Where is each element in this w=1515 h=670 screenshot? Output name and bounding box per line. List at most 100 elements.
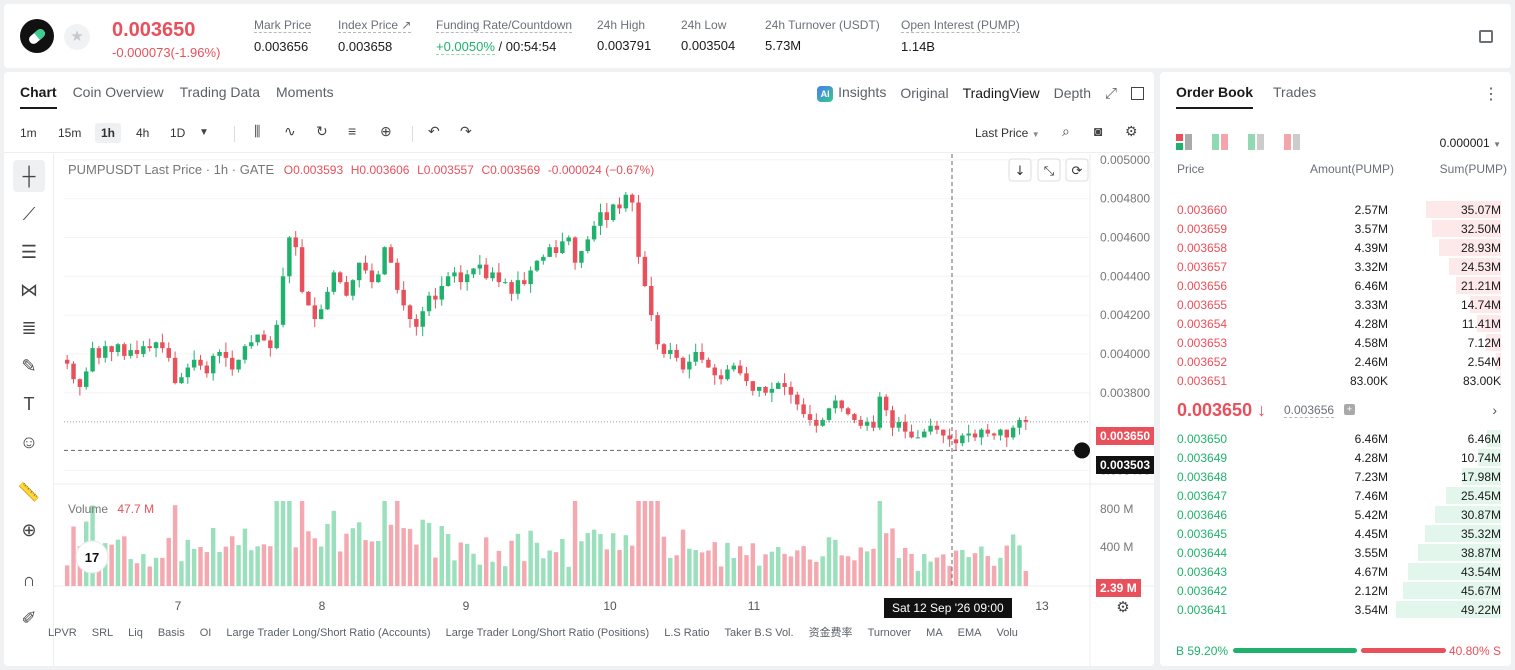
favorite-star-icon[interactable]: ★ bbox=[64, 24, 90, 50]
tab-chart[interactable]: Chart bbox=[20, 84, 57, 109]
indicator-item[interactable]: Liq bbox=[128, 627, 143, 639]
indicator-item[interactable]: SRL bbox=[91, 627, 114, 639]
indicator-item[interactable]: OI bbox=[199, 627, 212, 639]
row-price: 0.003646 bbox=[1177, 508, 1228, 522]
add-indicator-icon[interactable]: ⊕ bbox=[380, 123, 392, 139]
window-icon[interactable] bbox=[1131, 86, 1144, 100]
candle-body bbox=[623, 194, 629, 209]
bid-row[interactable]: 0.003645 4.45M 35.32M bbox=[1160, 524, 1511, 543]
templates-icon[interactable]: ≡ bbox=[348, 123, 357, 139]
indicator-item[interactable]: Large Trader Long/Short Ratio (Accounts) bbox=[226, 627, 431, 639]
bid-row[interactable]: 0.003642 2.12M 45.67M bbox=[1160, 581, 1511, 600]
tab-trades[interactable]: Trades bbox=[1273, 84, 1317, 100]
chevron-right-icon[interactable]: › bbox=[1492, 402, 1497, 418]
bid-row[interactable]: 0.003648 7.23M 17.98M bbox=[1160, 467, 1511, 486]
more-options-icon[interactable]: ⋮ bbox=[1483, 86, 1499, 103]
indicator-item[interactable]: 资金费率 bbox=[808, 627, 853, 639]
fib-icon[interactable]: ≣ bbox=[21, 318, 37, 338]
indicator-item[interactable]: EMA bbox=[957, 627, 982, 639]
row-amount: 3.55M bbox=[1354, 546, 1388, 560]
zoom-icon[interactable]: ⊕ bbox=[21, 520, 37, 540]
camera-icon[interactable]: ◙ bbox=[1094, 123, 1103, 139]
ask-row[interactable]: 0.003659 3.57M 32.50M bbox=[1160, 219, 1511, 238]
redo-icon[interactable]: ↷ bbox=[460, 123, 472, 139]
bid-row[interactable]: 0.003643 4.67M 43.54M bbox=[1160, 562, 1511, 581]
ask-row[interactable]: 0.003658 4.39M 28.93M bbox=[1160, 238, 1511, 257]
ask-row[interactable]: 0.003655 3.33M 14.74M bbox=[1160, 295, 1511, 314]
candle-type-icon[interactable]: ⫼ bbox=[254, 123, 261, 139]
stat-funding-rate[interactable]: Funding Rate/Countdown +0.0050% / 00:54:… bbox=[436, 18, 573, 55]
ask-row[interactable]: 0.003660 2.57M 35.07M bbox=[1160, 200, 1511, 219]
horizontal-lines-icon[interactable]: ☰ bbox=[20, 242, 38, 262]
interval-15m[interactable]: 15m bbox=[58, 126, 82, 140]
magnet-icon[interactable]: ∩ bbox=[22, 570, 36, 590]
view-bids-icon[interactable] bbox=[1248, 134, 1264, 150]
bid-row[interactable]: 0.003647 7.46M 25.45M bbox=[1160, 486, 1511, 505]
tab-trading-data[interactable]: Trading Data bbox=[179, 84, 261, 100]
indicators-icon[interactable]: ∿ bbox=[284, 123, 296, 139]
precision-select[interactable]: 0.000001 ▼ bbox=[1440, 136, 1501, 150]
indicator-item[interactable]: L.S Ratio bbox=[664, 627, 710, 639]
indicator-item[interactable]: LPVR bbox=[48, 627, 77, 639]
brush-icon[interactable]: ✎ bbox=[21, 356, 37, 376]
interval-dropdown-icon[interactable]: ▼ bbox=[199, 127, 209, 138]
bid-row[interactable]: 0.003641 3.54M 49.22M bbox=[1160, 600, 1511, 619]
price-type-select[interactable]: Last Price ▼ bbox=[969, 123, 1046, 143]
interval-1h[interactable]: 1h bbox=[95, 123, 122, 143]
stat-mark-price[interactable]: Mark Price 0.003656 bbox=[254, 18, 312, 54]
header-sum: Sum(PUMP) bbox=[1439, 162, 1507, 176]
text-tool-icon[interactable]: T bbox=[23, 394, 35, 414]
candle-body bbox=[242, 346, 248, 360]
stat-index-price[interactable]: Index Price ↗ 0.003658 bbox=[338, 18, 412, 54]
expand-icon[interactable]: ⤢ bbox=[1104, 84, 1117, 102]
stat-24h-low: 24h Low 0.003504 bbox=[681, 18, 735, 53]
crosshair-icon[interactable]: ┼ bbox=[13, 160, 45, 192]
emoji-icon[interactable]: ☺ bbox=[19, 432, 39, 452]
ask-row[interactable]: 0.003654 4.28M 11.41M bbox=[1160, 314, 1511, 333]
indicator-item[interactable]: Turnover bbox=[867, 627, 912, 639]
trend-line-icon[interactable]: ⟋ bbox=[22, 204, 36, 224]
tab-insights[interactable]: AI Insights bbox=[817, 84, 886, 102]
bid-row[interactable]: 0.003646 5.42M 30.87M bbox=[1160, 505, 1511, 524]
bid-row[interactable]: 0.003650 6.46M 6.46M bbox=[1160, 429, 1511, 448]
stat-open-interest[interactable]: Open Interest (PUMP) 1.14B bbox=[901, 18, 1020, 54]
view-both-icon[interactable] bbox=[1176, 134, 1192, 150]
tab-tradingview[interactable]: TradingView bbox=[962, 85, 1040, 101]
replay-icon[interactable]: ↻ bbox=[316, 123, 328, 139]
view-asks-icon[interactable] bbox=[1284, 134, 1300, 150]
tab-depth[interactable]: Depth bbox=[1053, 85, 1091, 101]
ask-row[interactable]: 0.003657 3.32M 24.53M bbox=[1160, 257, 1511, 276]
row-amount: 4.28M bbox=[1354, 317, 1388, 331]
interval-1m[interactable]: 1m bbox=[20, 126, 37, 140]
shield-icon: + bbox=[1344, 404, 1355, 415]
book-icon[interactable] bbox=[1479, 30, 1493, 43]
view-both-alt-icon[interactable] bbox=[1212, 134, 1228, 150]
interval-4h[interactable]: 4h bbox=[136, 126, 150, 140]
ask-row[interactable]: 0.003652 2.46M 2.54M bbox=[1160, 352, 1511, 371]
tab-order-book[interactable]: Order Book bbox=[1176, 84, 1254, 109]
ask-row[interactable]: 0.003651 83.00K 83.00K bbox=[1160, 371, 1511, 390]
indicator-item[interactable]: Taker B.S Vol. bbox=[724, 627, 794, 639]
undo-icon[interactable]: ↶ bbox=[428, 123, 440, 139]
bid-row[interactable]: 0.003649 4.28M 10.74M bbox=[1160, 448, 1511, 467]
pencil-icon[interactable]: ✐ bbox=[21, 608, 37, 628]
tab-coin-overview[interactable]: Coin Overview bbox=[72, 84, 164, 100]
bid-row[interactable]: 0.003644 3.55M 38.87M bbox=[1160, 543, 1511, 562]
indicator-item[interactable]: MA bbox=[926, 627, 943, 639]
indicator-item[interactable]: Large Trader Long/Short Ratio (Positions… bbox=[445, 627, 650, 639]
ask-row[interactable]: 0.003653 4.58M 7.12M bbox=[1160, 333, 1511, 352]
candle-body bbox=[604, 212, 610, 220]
depth-bar bbox=[1446, 487, 1501, 504]
tab-moments[interactable]: Moments bbox=[276, 84, 334, 100]
ruler-icon[interactable]: 📏 bbox=[17, 482, 41, 502]
pattern-icon[interactable]: ⋈ bbox=[20, 280, 38, 300]
ask-row[interactable]: 0.003656 6.46M 21.21M bbox=[1160, 276, 1511, 295]
candlestick-chart[interactable]: 0.005000 0.004800 0.004600 0.004400 0.004200… bbox=[54, 154, 1154, 666]
tab-original[interactable]: Original bbox=[900, 85, 949, 101]
search-icon[interactable]: ⌕ bbox=[1062, 123, 1070, 139]
indicator-item[interactable]: Basis bbox=[157, 627, 185, 639]
settings-gear-icon[interactable]: ⚙ bbox=[1125, 123, 1138, 139]
volume-bar bbox=[756, 565, 762, 586]
interval-1d[interactable]: 1D bbox=[170, 126, 186, 140]
indicator-item[interactable]: Volu bbox=[996, 627, 1018, 639]
